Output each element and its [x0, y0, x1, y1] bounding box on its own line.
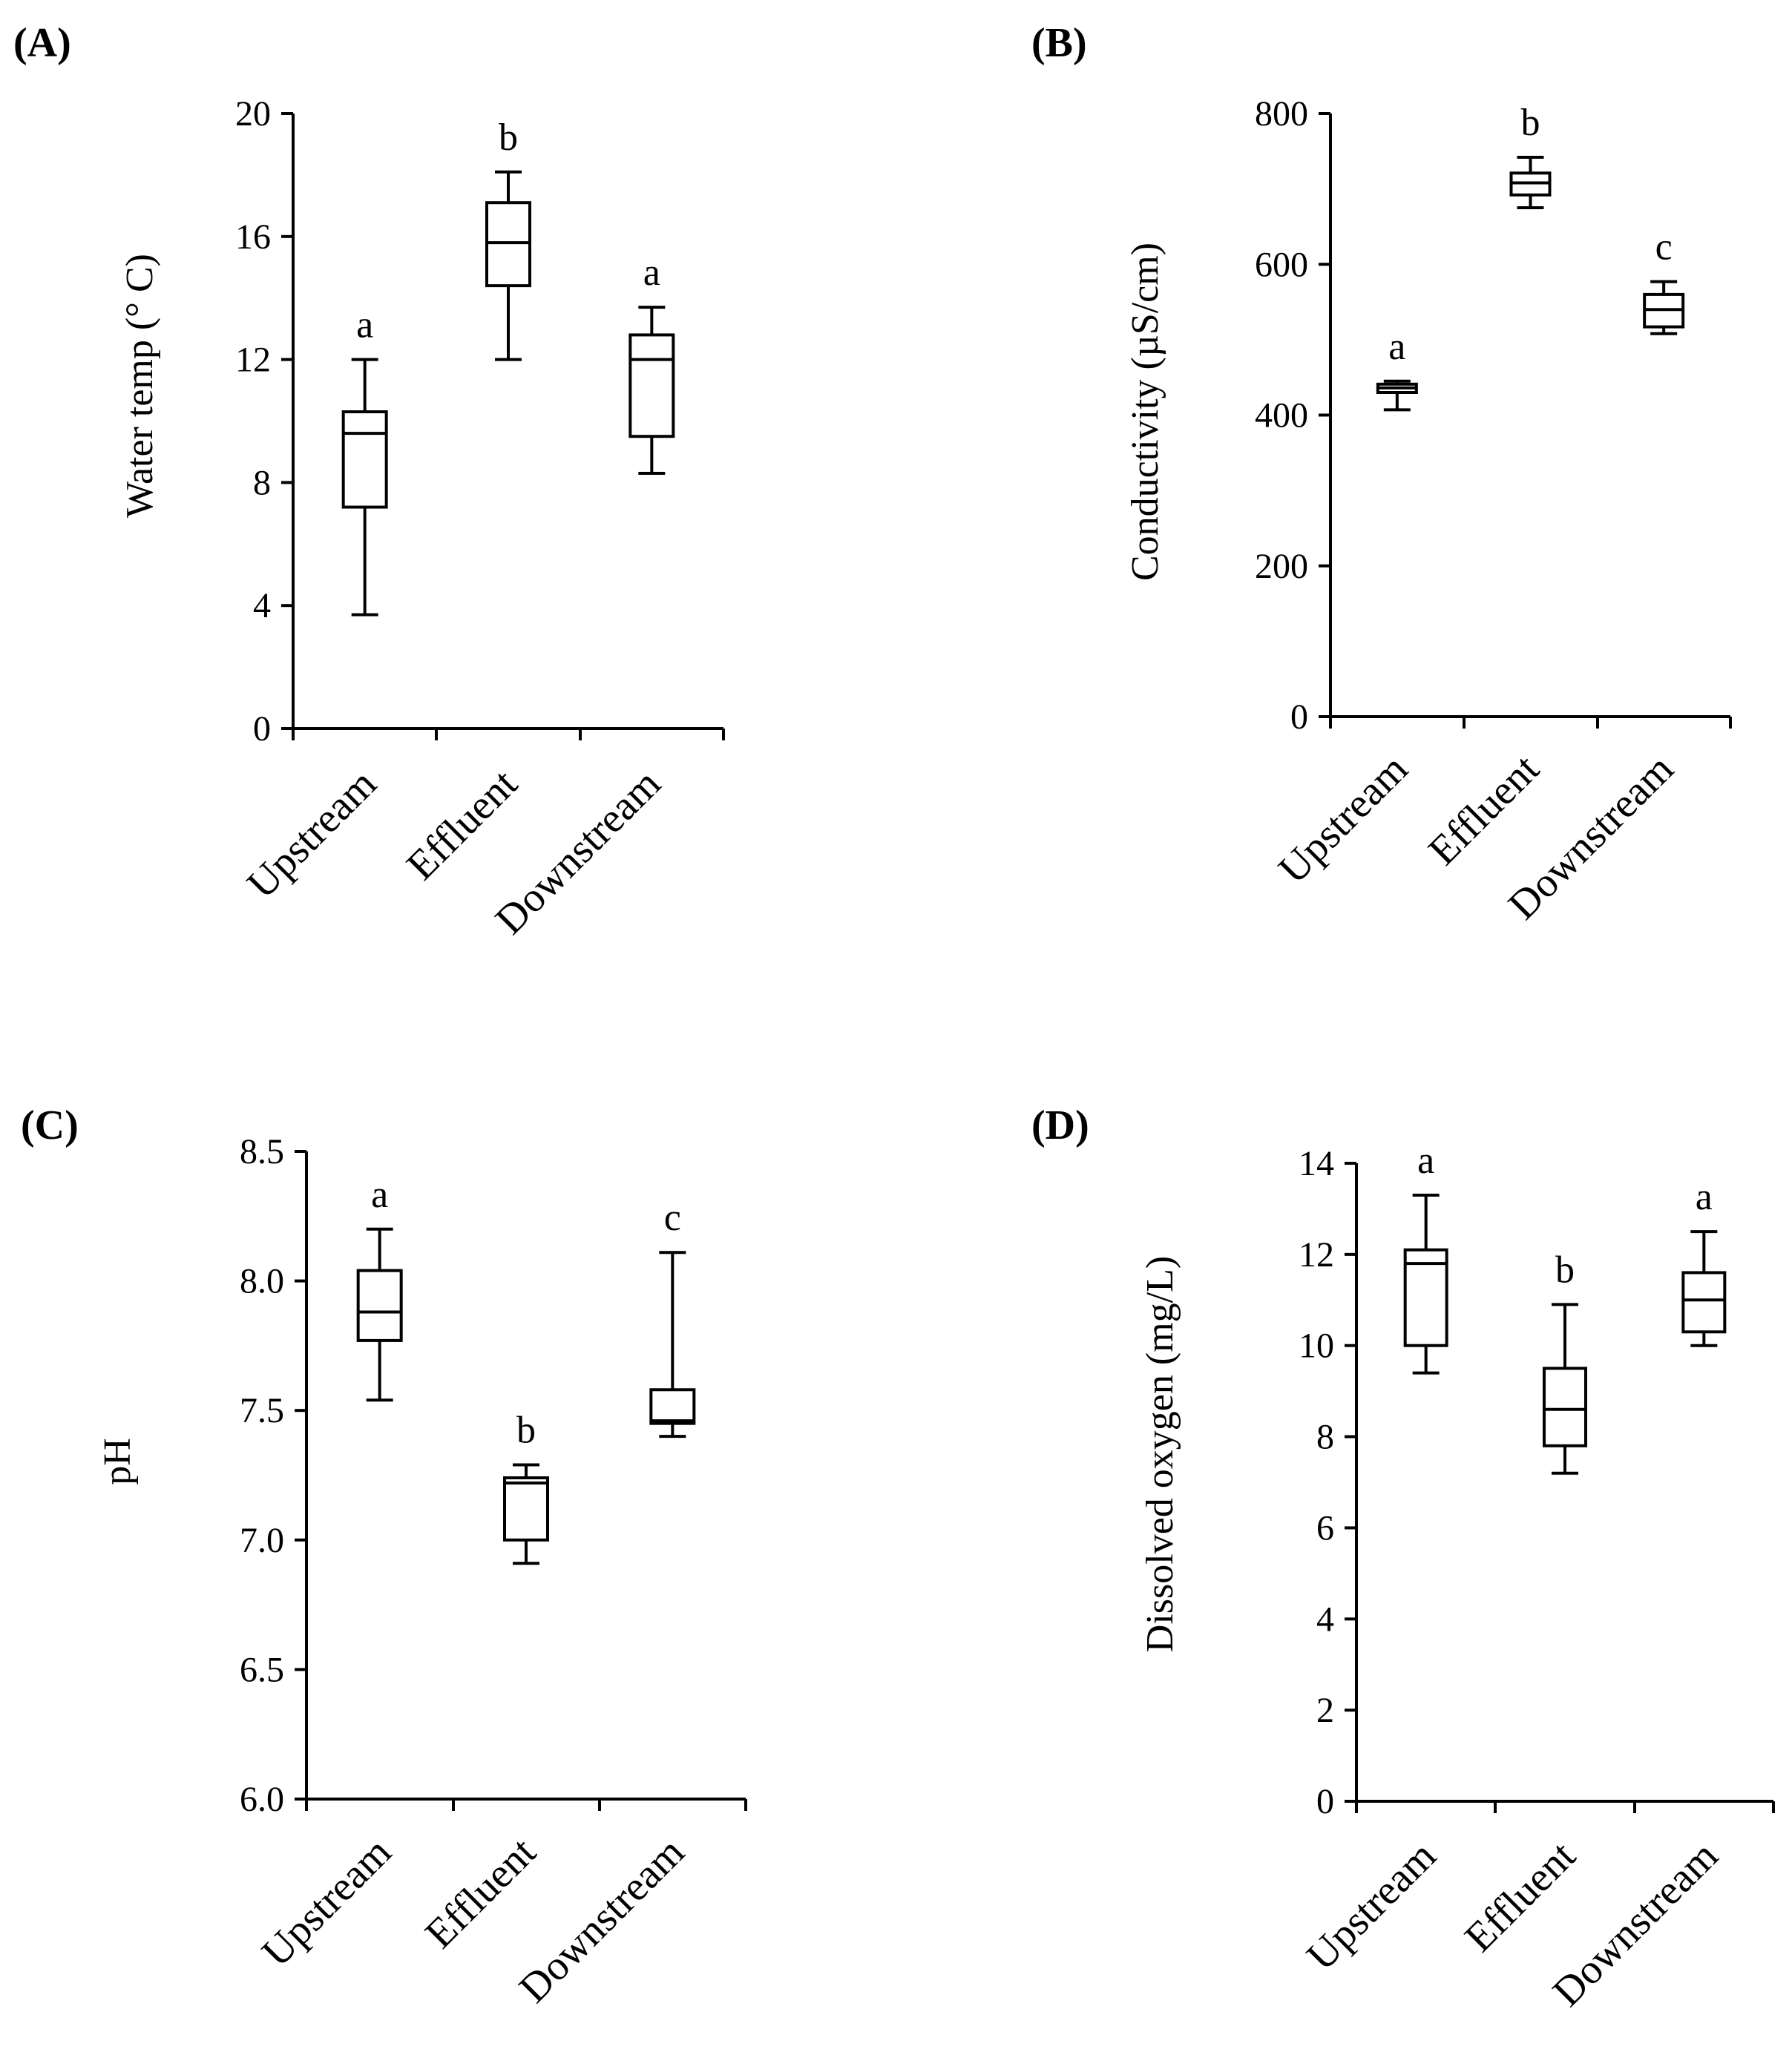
- y-tick-label-a-3: 12: [235, 341, 271, 380]
- y-tick-label-c-1: 6.5: [240, 1650, 284, 1689]
- y-tick-label-b-0: 0: [1290, 697, 1308, 737]
- y-tick-label-d-0: 0: [1316, 1782, 1334, 1821]
- box-a-upstream: a: [341, 304, 388, 616]
- panel-label-d: (D): [1031, 1102, 1089, 1148]
- y-axis-label-a: Water temp (° C): [119, 254, 161, 518]
- significance-letter: c: [664, 1197, 681, 1239]
- y-ticks-d: 0 2 4 6 8 10 12 14: [1299, 1144, 1356, 1821]
- y-tick-label-c-5: 8.5: [240, 1132, 284, 1171]
- y-ticks-a: 0 4 8 12 16 20: [235, 94, 293, 749]
- y-tick-label-c-0: 6.0: [240, 1780, 284, 1819]
- significance-letter: b: [499, 116, 518, 159]
- y-tick-label-c-3: 7.5: [240, 1391, 284, 1430]
- y-tick-label-b-4: 800: [1255, 94, 1308, 134]
- box-d-upstream: a: [1403, 1140, 1448, 1375]
- iqr-box: [503, 1476, 549, 1542]
- y-tick-label-d-3: 6: [1316, 1508, 1334, 1548]
- iqr-box: [1543, 1367, 1587, 1447]
- y-axis-label-b: Conductivity (µS/cm): [1124, 243, 1166, 581]
- y-tick-label-a-5: 20: [235, 94, 271, 134]
- box-a-effluent: b: [485, 116, 531, 361]
- significance-letter: b: [1555, 1249, 1575, 1291]
- iqr-box: [341, 410, 388, 509]
- y-axis-label-d: Dissolved oxygen (mg/L): [1139, 1256, 1181, 1652]
- iqr-box: [1681, 1271, 1727, 1334]
- significance-letter: a: [1388, 326, 1405, 368]
- box-c-upstream: a: [356, 1174, 403, 1402]
- y-tick-label-b-1: 200: [1255, 547, 1308, 586]
- y-tick-label-c-4: 8.0: [240, 1262, 284, 1301]
- significance-letter: a: [643, 251, 660, 294]
- significance-letter: a: [356, 304, 373, 346]
- boxes-d: a b a: [1403, 1140, 1727, 1475]
- panel-label-a: (A): [13, 20, 71, 66]
- y-tick-label-d-6: 12: [1299, 1235, 1334, 1275]
- y-tick-label-d-5: 10: [1299, 1326, 1334, 1366]
- iqr-box: [649, 1388, 696, 1425]
- significance-letter: a: [1417, 1140, 1434, 1182]
- y-tick-label-b-2: 400: [1255, 396, 1308, 435]
- box-b-upstream: a: [1376, 326, 1418, 412]
- significance-letter: b: [1521, 102, 1540, 144]
- y-ticks-c: 6.0 6.5 7.0 7.5 8.0 8.5: [240, 1132, 306, 1819]
- box-b-effluent: b: [1509, 102, 1552, 210]
- box-c-downstream: c: [649, 1197, 696, 1438]
- box-d-effluent: b: [1543, 1249, 1587, 1475]
- iqr-box: [628, 333, 675, 438]
- y-tick-label-a-2: 8: [253, 463, 271, 502]
- y-tick-label-d-7: 14: [1299, 1144, 1334, 1183]
- y-tick-label-d-1: 2: [1316, 1691, 1334, 1730]
- iqr-box: [356, 1269, 403, 1342]
- y-tick-label-d-2: 4: [1316, 1599, 1334, 1639]
- box-d-downstream: a: [1681, 1176, 1727, 1347]
- panel-label-c: (C): [21, 1102, 79, 1148]
- box-b-downstream: c: [1643, 226, 1685, 335]
- panel-label-b: (B): [1031, 20, 1087, 66]
- y-axis-label-c: pH: [96, 1438, 139, 1485]
- boxes-c: a b c: [356, 1174, 696, 1565]
- box-a-downstream: a: [628, 251, 675, 475]
- iqr-box: [1403, 1248, 1448, 1347]
- significance-letter: a: [1696, 1176, 1713, 1218]
- y-tick-label-b-3: 600: [1255, 245, 1308, 284]
- y-ticks-b: 0 200 400 600 800: [1255, 94, 1330, 737]
- iqr-box: [485, 201, 531, 288]
- boxes-a: a b a: [341, 116, 675, 616]
- y-tick-label-c-2: 7.0: [240, 1521, 284, 1560]
- significance-letter: a: [371, 1174, 388, 1216]
- boxes-b: a b c: [1376, 102, 1685, 412]
- significance-letter: b: [516, 1410, 536, 1452]
- y-tick-label-a-4: 16: [235, 217, 271, 257]
- y-tick-label-a-1: 4: [253, 586, 271, 625]
- y-tick-label-a-0: 0: [253, 709, 271, 749]
- box-c-effluent: b: [503, 1410, 549, 1565]
- significance-letter: c: [1655, 226, 1673, 269]
- y-tick-label-d-4: 8: [1316, 1418, 1334, 1457]
